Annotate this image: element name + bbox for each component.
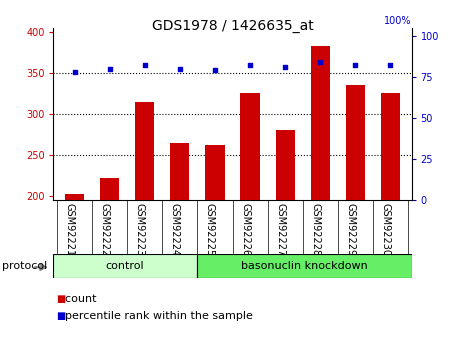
Bar <box>381 93 400 345</box>
Bar <box>53 254 197 278</box>
Point <box>352 63 359 68</box>
Text: percentile rank within the sample: percentile rank within the sample <box>58 311 253 321</box>
Bar <box>311 46 330 345</box>
Text: 100%: 100% <box>384 16 412 26</box>
Bar <box>275 130 295 345</box>
Text: control: control <box>106 261 145 271</box>
Bar <box>205 145 225 345</box>
Point <box>141 63 148 68</box>
Text: GSM92221: GSM92221 <box>65 203 74 256</box>
Point <box>387 63 394 68</box>
Text: count: count <box>58 294 97 304</box>
Point <box>106 66 113 71</box>
Point <box>317 59 324 65</box>
Point <box>246 63 254 68</box>
Text: protocol: protocol <box>2 261 47 271</box>
Text: GSM92228: GSM92228 <box>310 203 320 256</box>
Text: GSM92226: GSM92226 <box>240 203 250 256</box>
Text: basonuclin knockdown: basonuclin knockdown <box>241 261 367 271</box>
Text: GSM92222: GSM92222 <box>100 203 110 256</box>
Point <box>176 66 184 71</box>
Point <box>281 64 289 70</box>
Text: GSM92230: GSM92230 <box>380 203 391 256</box>
Text: GSM92225: GSM92225 <box>205 203 215 256</box>
Text: GDS1978 / 1426635_at: GDS1978 / 1426635_at <box>152 19 313 33</box>
Point <box>71 69 78 75</box>
Point <box>211 68 219 73</box>
Bar <box>240 93 260 345</box>
Bar <box>135 102 154 345</box>
Text: GSM92223: GSM92223 <box>135 203 145 256</box>
Text: ■: ■ <box>56 311 65 321</box>
Bar <box>170 144 190 345</box>
Bar <box>345 85 365 345</box>
Bar <box>197 254 412 278</box>
Bar <box>65 194 84 345</box>
Text: ■: ■ <box>56 294 65 304</box>
Text: GSM92229: GSM92229 <box>345 203 355 256</box>
Text: GSM92227: GSM92227 <box>275 203 285 256</box>
Text: GSM92224: GSM92224 <box>170 203 180 256</box>
Bar <box>100 178 120 345</box>
